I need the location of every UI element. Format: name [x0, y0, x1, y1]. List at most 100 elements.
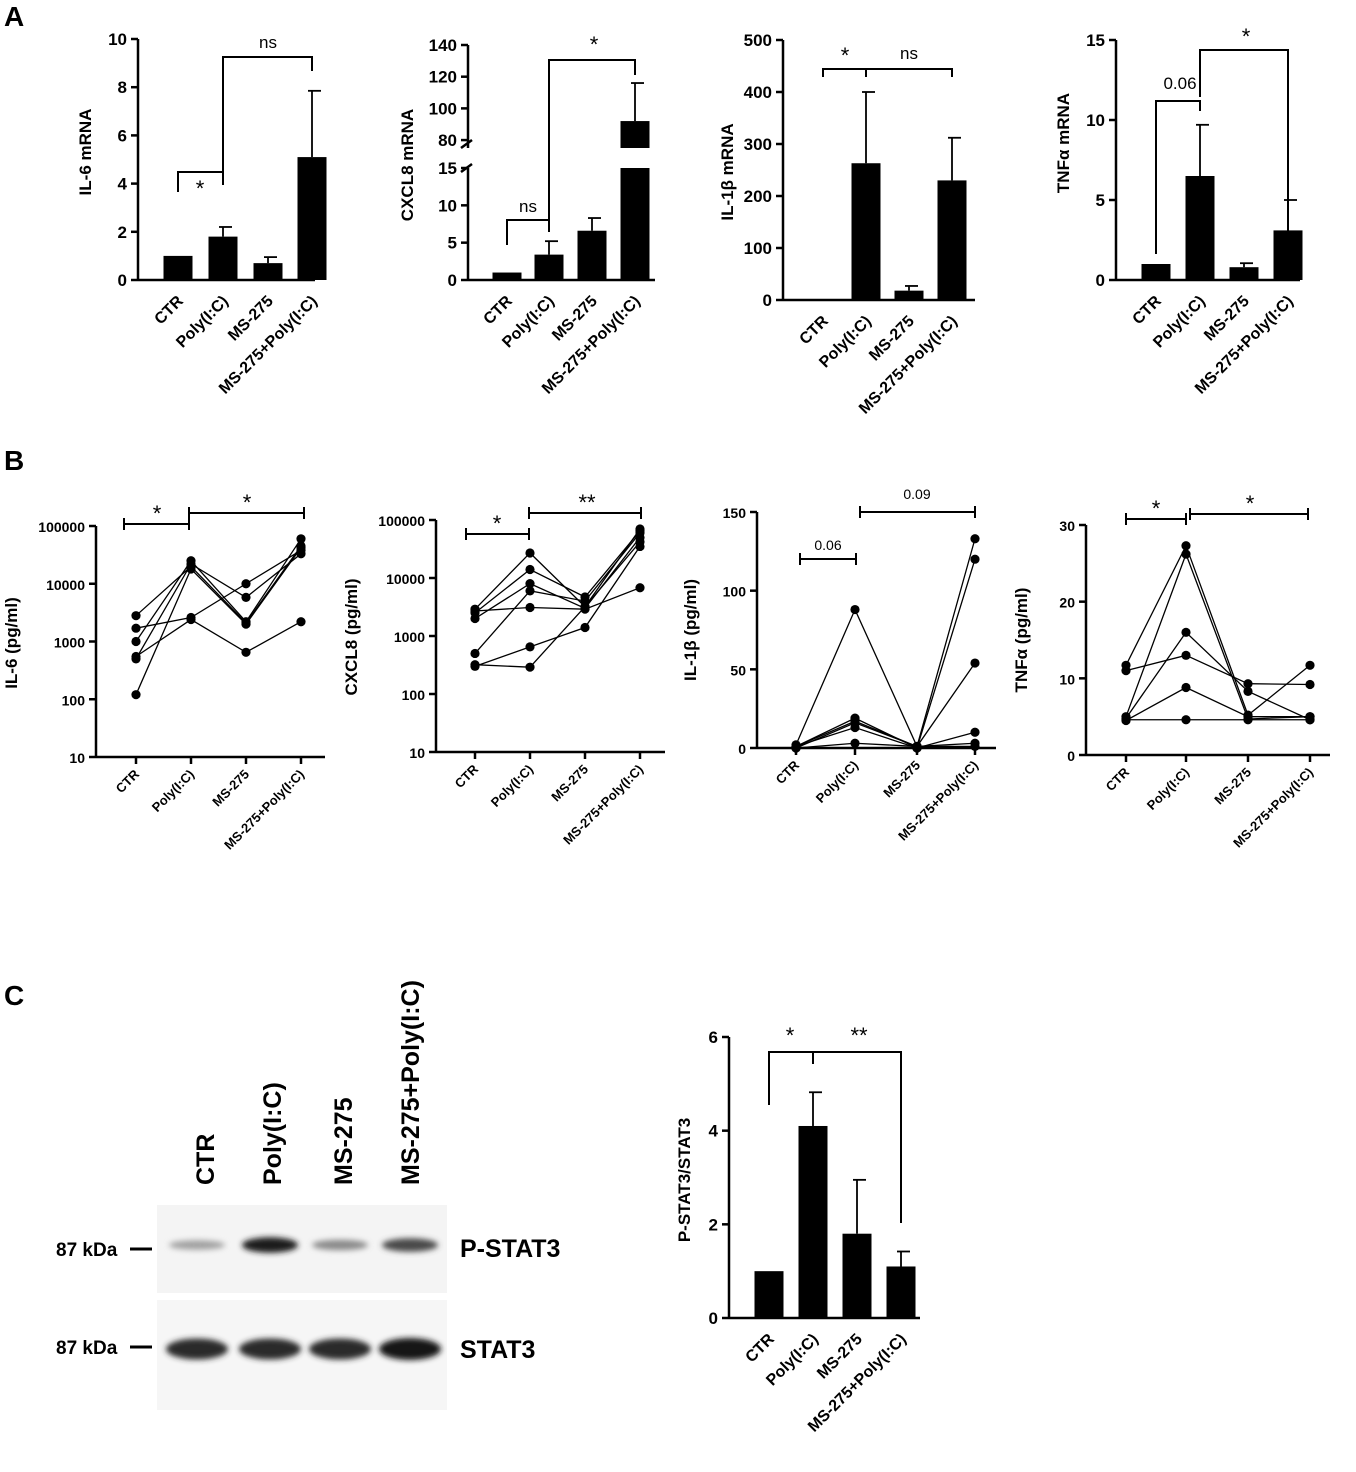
data-point	[791, 741, 801, 752]
data-point	[1243, 679, 1253, 689]
data-point	[241, 579, 251, 589]
y-tick-label: 200	[744, 187, 772, 206]
wb-band-stat3	[166, 1338, 228, 1360]
data-point	[186, 614, 196, 625]
data-point	[850, 738, 860, 748]
significance-bracket	[528, 507, 642, 519]
y-tick-label: 10	[409, 745, 425, 761]
data-point	[525, 602, 535, 613]
subject-line	[474, 532, 641, 654]
x-tick-label: Poly(I:C)	[1144, 765, 1192, 813]
subject-line	[135, 538, 302, 642]
y-tick-label: 400	[744, 83, 772, 102]
significance-label: *	[1152, 496, 1161, 521]
subject-line	[795, 538, 976, 749]
subject-line	[474, 530, 641, 614]
data-point	[131, 623, 141, 633]
y-tick-label: 30	[1059, 518, 1075, 534]
x-tick-label: CTR	[481, 292, 517, 328]
data-point	[1305, 715, 1315, 725]
bar	[208, 236, 238, 280]
y-tick-label: 1000	[394, 629, 425, 645]
subject-line	[1125, 544, 1311, 717]
y-tick-label: 0	[448, 271, 457, 290]
wb-lane-label-ctr: CTR	[192, 1134, 220, 1185]
wb-bands	[166, 1237, 441, 1360]
y-axis-label: IL-6 (pg/ml)	[2, 597, 21, 689]
data-point	[131, 611, 141, 621]
data-point	[470, 606, 480, 616]
y-tick-label: 10000	[46, 577, 85, 593]
y-tick-label: 4	[118, 175, 128, 194]
significance-bracket	[1189, 508, 1309, 520]
y-tick-label: 15	[438, 159, 457, 178]
data-point	[970, 727, 980, 737]
data-point	[850, 604, 860, 615]
x-tick-label: Poly(I:C)	[813, 758, 861, 806]
y-tick-label: 0	[1096, 271, 1105, 290]
data-point	[850, 722, 860, 733]
data-point	[525, 579, 535, 589]
x-tick-label: Poly(I:C)	[149, 767, 197, 815]
data-point	[970, 741, 980, 752]
subject-line	[795, 559, 976, 749]
bar	[534, 254, 564, 280]
wb-marker-stat3: 87 kDa	[56, 1338, 118, 1359]
wb-band-pstat3	[312, 1239, 368, 1251]
chart-tnfa-mrna: 051015CTRPoly(I:C)MS-275MS-275+Poly(I:C)…	[1054, 24, 1303, 398]
y-tick-label: 0	[738, 741, 746, 757]
wb-lane-label-ms275-polyic: MS-275+Poly(I:C)	[397, 980, 425, 1185]
significance-bracket	[859, 506, 976, 518]
bar	[620, 168, 650, 280]
x-tick-label: CTR	[1130, 292, 1166, 328]
x-tick-label: MS-275	[209, 767, 252, 810]
wb-lane-label-ms275: MS-275	[330, 1097, 358, 1185]
data-point	[1181, 715, 1191, 725]
y-axis-label: CXCL8 mRNA	[398, 109, 417, 221]
bar	[798, 1125, 828, 1318]
y-tick-label: 4	[709, 1122, 719, 1141]
y-tick-label: 100	[429, 99, 457, 118]
wb-band-pstat3	[382, 1238, 438, 1252]
bar	[851, 163, 881, 300]
y-tick-label: 10	[108, 30, 127, 49]
western-blot: CTR Poly(I:C) MS-275 MS-275+Poly(I:C) 87…	[56, 980, 560, 1410]
data-point	[131, 651, 141, 662]
data-point	[296, 617, 306, 627]
data-point	[186, 564, 196, 574]
data-point	[850, 716, 860, 726]
data-point	[525, 642, 535, 652]
significance-label: ns	[900, 44, 918, 63]
y-tick-label: 5	[448, 234, 457, 253]
significance-label: 0.09	[903, 486, 930, 502]
data-point	[635, 537, 645, 547]
bar	[937, 180, 967, 300]
y-tick-label: 0	[763, 291, 772, 310]
bar	[253, 263, 283, 280]
subject-line	[1125, 686, 1310, 722]
subject-line	[135, 553, 302, 660]
data-point	[635, 583, 645, 593]
subject-line	[795, 720, 975, 748]
chart-pstat3-ratio: 0246CTRPoly(I:C)MS-275MS-275+Poly(I:C)P-…	[675, 1023, 920, 1436]
y-axis-label: IL-1β mRNA	[718, 123, 737, 220]
y-tick-label: 100	[744, 239, 772, 258]
subject-line	[474, 541, 641, 668]
y-axis-label: CXCL8 (pg/ml)	[342, 578, 361, 695]
wb-marker-pstat3: 87 kDa	[56, 1240, 118, 1261]
data-point	[525, 564, 535, 575]
subject-line	[474, 587, 641, 612]
significance-label: ns	[519, 197, 537, 216]
subject-line	[474, 537, 641, 620]
data-point	[241, 592, 251, 603]
y-axis-label: IL-6 mRNA	[76, 109, 95, 196]
bar	[808, 299, 838, 300]
significance-bracket	[465, 528, 530, 540]
bar	[894, 290, 924, 300]
wb-band-stat3	[309, 1338, 371, 1360]
wb-row-label-stat3: STAT3	[460, 1336, 535, 1364]
x-tick-label: CTR	[797, 312, 833, 348]
y-tick-label: 500	[744, 31, 772, 50]
